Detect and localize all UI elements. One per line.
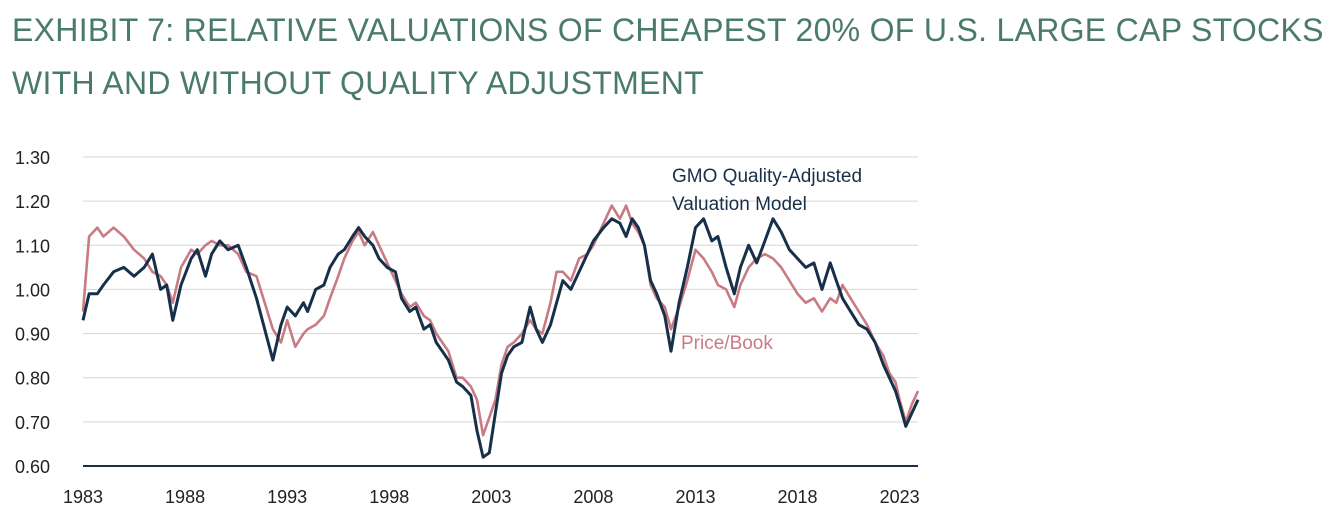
y-tick-label: 0.90 (15, 325, 50, 345)
x-tick-label: 2018 (778, 487, 818, 507)
x-tick-label: 2008 (573, 487, 613, 507)
gridlines (83, 156, 918, 423)
x-tick-label: 2003 (471, 487, 511, 507)
title-line-2: WITH AND WITHOUT QUALITY ADJUSTMENT (12, 65, 705, 101)
y-tick-label: 1.10 (15, 236, 50, 256)
y-tick-label: 0.60 (15, 457, 50, 477)
y-tick-label: 0.80 (15, 369, 50, 389)
annotation-gmo-line-2: Valuation Model (672, 194, 807, 215)
x-tick-label: 1993 (267, 487, 307, 507)
x-tick-label: 1998 (369, 487, 409, 507)
y-tick-label: 0.70 (15, 413, 50, 433)
x-tick-label: 1983 (63, 487, 103, 507)
title-line-1: EXHIBIT 7: RELATIVE VALUATIONS OF CHEAPE… (12, 12, 1324, 48)
y-tick-label: 1.20 (15, 192, 50, 212)
y-tick-label: 1.00 (15, 280, 50, 300)
series-lines (81, 204, 920, 459)
series-line-gmo-quality-adjusted (81, 217, 920, 459)
y-axis-ticks: 1.30 1.20 1.10 1.00 0.90 0.80 0.70 0.60 (15, 148, 50, 477)
annotation-gmo-line-1: GMO Quality-Adjusted (672, 166, 862, 187)
y-tick-label: 1.30 (15, 148, 50, 168)
x-tick-label: 2023 (880, 487, 920, 507)
x-tick-label: 2013 (675, 487, 715, 507)
page-title: EXHIBIT 7: RELATIVE VALUATIONS OF CHEAPE… (12, 4, 1327, 110)
annotation-price-book: Price/Book (681, 333, 773, 354)
x-tick-label: 1988 (165, 487, 205, 507)
series-line-price-book (81, 204, 920, 437)
x-axis-ticks: 1983 1988 1993 1998 2003 2008 2013 2018 2023 (63, 487, 920, 507)
